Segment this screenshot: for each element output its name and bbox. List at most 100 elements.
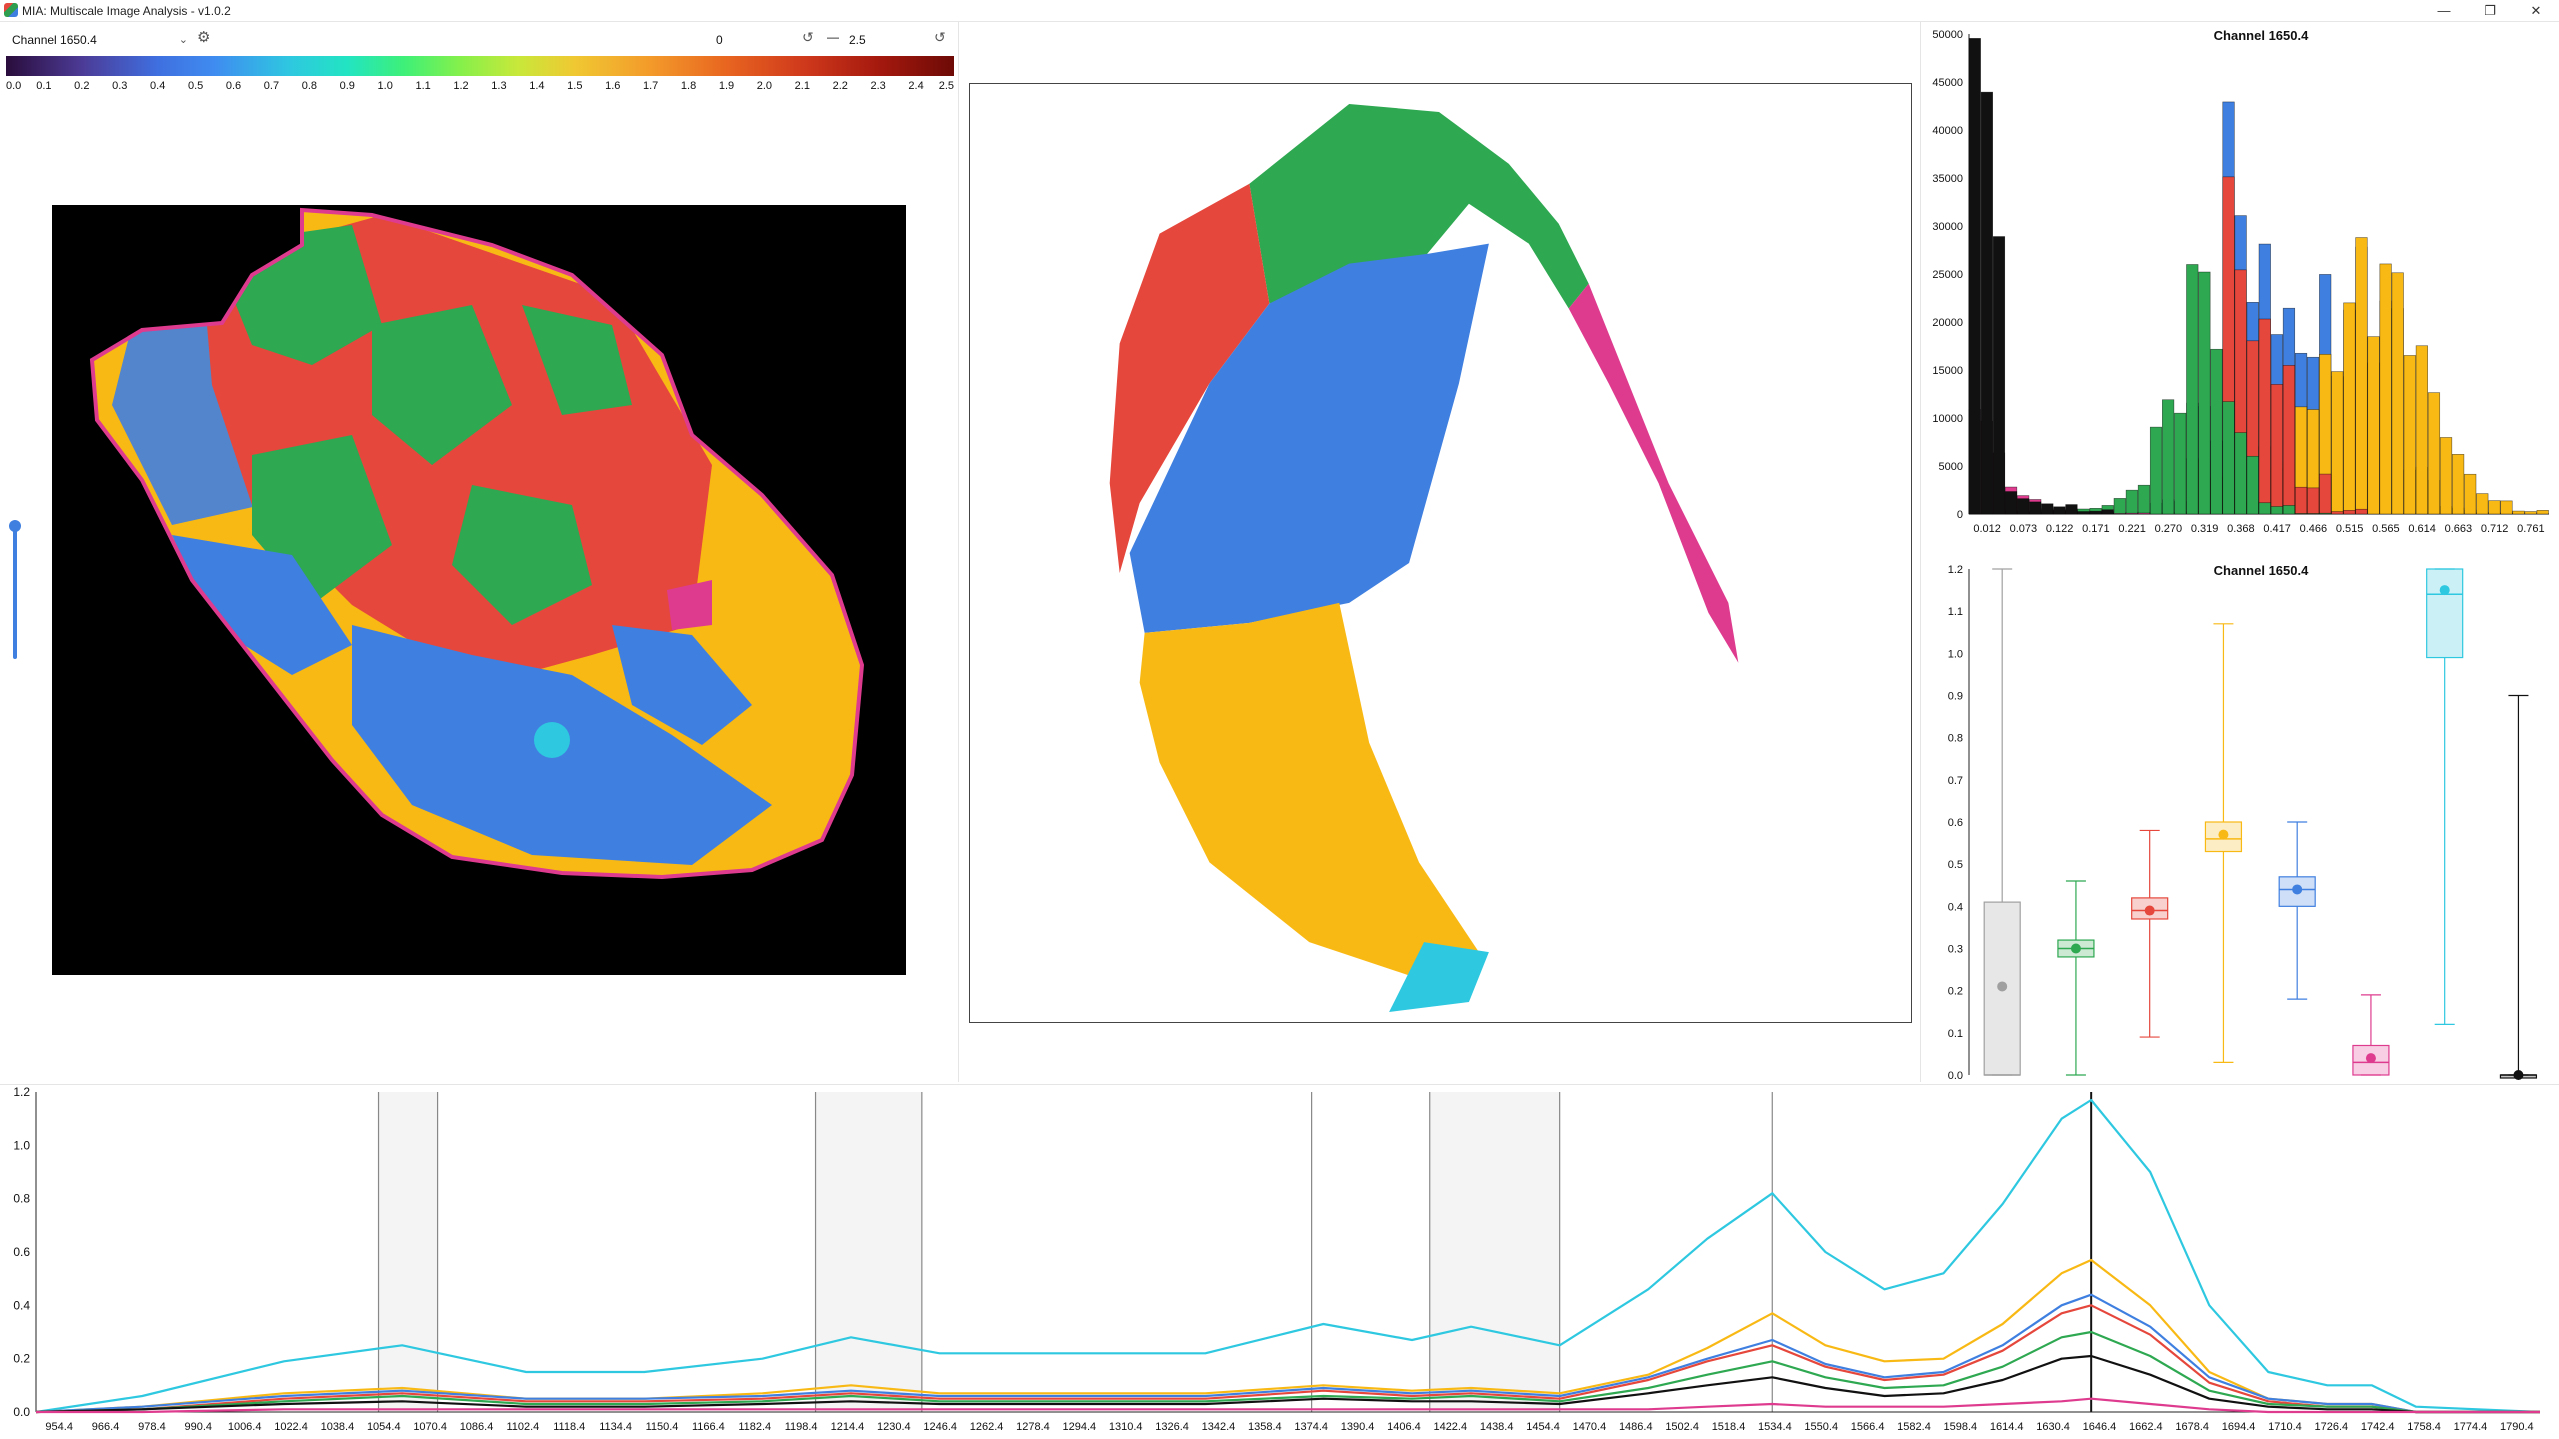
channel-histogram[interactable]: 0 5000 10000 15000 20000 25000 30000 35000 40000… (1921, 22, 2559, 557)
colormap-tick-label: 2.5 (938, 80, 954, 92)
histogram-x-tick: 0.221 (2118, 523, 2146, 535)
panel-divider[interactable] (1920, 22, 1921, 1082)
spectrum-y-tick: 1.0 (13, 1138, 30, 1152)
boxplot-mean-marker (2144, 905, 2155, 916)
spectrum-band (378, 1092, 438, 1412)
histogram-title: Channel 1650.4 (2213, 28, 2309, 43)
spectrum-x-tick: 1006.4 (228, 1421, 262, 1433)
colormap-tick-label: 2.3 (870, 80, 886, 92)
histogram-bar (2137, 484, 2151, 515)
panel-divider[interactable] (958, 22, 959, 1082)
mean-spectrum-plot[interactable]: 0.0 0.2 0.4 0.6 0.8 1.0 1.2 954.4 966.4 978.4 990.… (0, 1086, 2559, 1439)
colormap-tick-label: 1.1 (415, 80, 431, 92)
boxplot-mean-marker (2292, 884, 2303, 895)
zoom-slider-handle[interactable] (9, 520, 21, 532)
spectrum-x-tick: 1662.4 (2129, 1421, 2163, 1433)
range-max-input[interactable]: 2.5 (849, 33, 866, 47)
spectrum-x-tick: 1086.4 (460, 1421, 494, 1433)
histogram-bar (2270, 506, 2283, 515)
histogram-bar (1968, 38, 1981, 515)
spectrum-x-tick: 1406.4 (1387, 1421, 1421, 1433)
histogram-x-tick: 0.515 (2336, 523, 2364, 535)
spectrum-y-tick: 0.4 (13, 1298, 30, 1312)
spectrum-x-tick: 1342.4 (1202, 1421, 1236, 1433)
histogram-bar (2077, 511, 2090, 515)
spectrum-y-tick: 0.6 (13, 1245, 30, 1259)
histogram-y-tick: 20000 (1932, 317, 1963, 329)
close-button[interactable]: ✕ (2530, 3, 2542, 18)
colormap-tick-label: 1.6 (605, 80, 621, 92)
title-bar: MIA: Multiscale Image Analysis - v1.0.2 … (0, 0, 2559, 22)
histogram-bar (2403, 355, 2416, 515)
colormap-tick-label: 1.5 (567, 80, 583, 92)
histogram-bar (2500, 500, 2513, 515)
reset-max-icon[interactable]: ↺ (934, 29, 946, 45)
histogram-bar (2331, 371, 2344, 515)
spectrum-x-tick: 1150.4 (646, 1421, 679, 1433)
histogram-x-tick: 0.122 (2046, 523, 2074, 535)
histogram-y-tick: 0 (1957, 509, 1963, 521)
histogram-y-tick: 50000 (1932, 29, 1963, 41)
spectrum-line (35, 1330, 2540, 1414)
histogram-bar (2415, 345, 2428, 515)
spectrum-y-tick: 0.2 (13, 1352, 30, 1366)
spectrum-x-tick: 1694.4 (2222, 1421, 2256, 1433)
colormap-tick-label: 0.6 (225, 80, 242, 92)
histogram-x-tick: 0.417 (2263, 523, 2291, 535)
histogram-bar (2307, 513, 2320, 515)
histogram-bar (2512, 510, 2525, 515)
histogram-bar (2464, 473, 2477, 515)
spectrum-x-tick: 1534.4 (1758, 1421, 1792, 1433)
colormap-tick-label: 1.8 (680, 80, 697, 92)
spectrum-x-tick: 1374.4 (1294, 1421, 1328, 1433)
panel-divider[interactable] (0, 1084, 2559, 1085)
maximize-button[interactable]: ❐ (2484, 3, 2496, 18)
boxplot-y-tick: 0.4 (1948, 901, 1963, 913)
histogram-bar (2476, 493, 2489, 515)
spectrum-x-tick: 1182.4 (738, 1421, 771, 1433)
zoom-slider-track[interactable] (13, 524, 17, 659)
histogram-bar (2017, 498, 2030, 515)
spectrum-line (35, 1293, 2540, 1414)
minimize-button[interactable]: — (2437, 3, 2451, 18)
histogram-bar (2029, 501, 2042, 515)
histogram-bar (2053, 506, 2066, 515)
boxplot-y-tick: 1.0 (1948, 648, 1963, 660)
colormap-tick-label: 2.2 (832, 80, 848, 92)
boxplot-y-tick: 0.3 (1948, 944, 1963, 956)
tissue-cluster-image[interactable] (52, 205, 906, 975)
channel-dropdown[interactable]: Channel 1650.4 ⌄ (6, 30, 192, 50)
boxplot-y-tick: 0.7 (1948, 775, 1963, 787)
histogram-bar (2355, 508, 2368, 515)
spectrum-x-tick: 1118.4 (553, 1421, 585, 1433)
histogram-bar (2258, 502, 2271, 515)
histogram-x-tick: 0.319 (2191, 523, 2219, 535)
histogram-bar (2536, 510, 2549, 515)
window-title: MIA: Multiscale Image Analysis - v1.0.2 (22, 4, 231, 18)
spectrum-x-tick: 1454.4 (1526, 1421, 1560, 1433)
spectrum-line (35, 1354, 2540, 1414)
spectrum-line (35, 1098, 2541, 1414)
colormap-tick-label: 1.7 (642, 80, 659, 92)
cluster-boxplot[interactable]: 0.0 0.1 0.2 0.3 0.4 0.5 0.6 0.7 0.8 0.9 1.0 1.1 1.2 … (1921, 557, 2559, 1082)
histogram-bar (2524, 511, 2537, 515)
histogram-bar (2004, 491, 2018, 515)
umap-embedding-plot[interactable] (969, 83, 1912, 1023)
histogram-bar (2488, 500, 2501, 515)
histogram-bar (2452, 454, 2465, 515)
boxplot-mean-marker (2439, 585, 2450, 596)
reset-min-icon[interactable]: ↺ (802, 29, 814, 45)
spectrum-line (35, 1304, 2540, 1414)
range-min-input[interactable]: 0 (716, 33, 723, 47)
histogram-bar (2355, 237, 2368, 515)
gear-icon[interactable]: ⚙ (197, 29, 211, 46)
boxplot-box (2204, 821, 2243, 853)
channel-dropdown-value: Channel 1650.4 (12, 33, 97, 47)
spectrum-x-tick: 1726.4 (2315, 1421, 2349, 1433)
histogram-bar (2391, 272, 2404, 515)
spectrum-x-tick: 1230.4 (877, 1421, 911, 1433)
histogram-y-tick: 40000 (1932, 125, 1963, 137)
spectrum-x-tick: 1022.4 (274, 1421, 308, 1433)
histogram-bar (2065, 504, 2078, 515)
spectrum-x-tick: 966.4 (92, 1421, 120, 1433)
